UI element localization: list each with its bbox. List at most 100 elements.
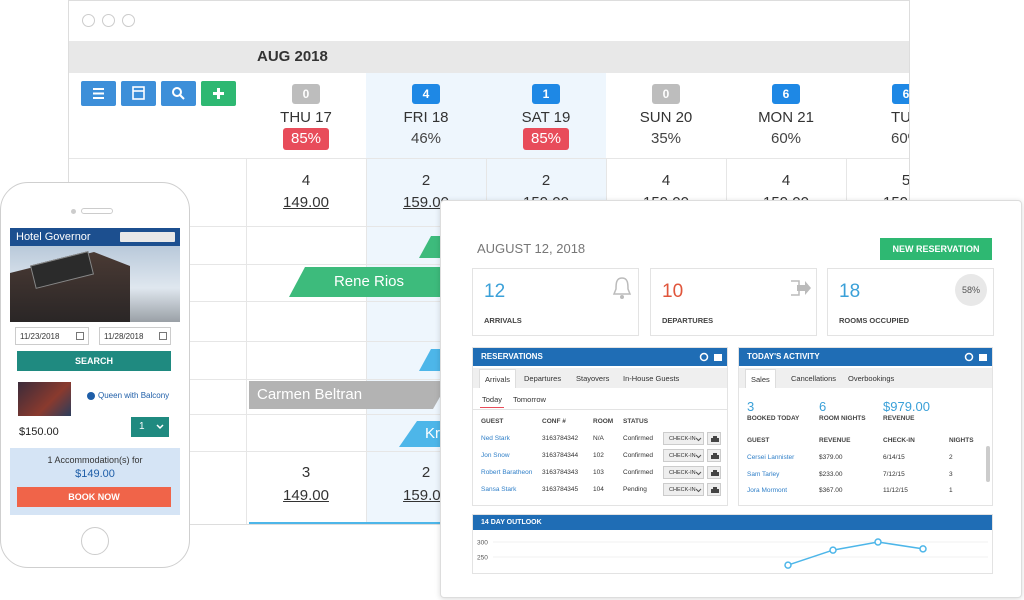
room-count-badge: 1 (532, 84, 560, 104)
column-header: GUEST (481, 418, 504, 425)
tab[interactable]: Departures (524, 374, 562, 383)
outlook-panel: 14 DAY OUTLOOK 250 300 (472, 514, 993, 574)
occupancy-badge: 85% (283, 128, 329, 150)
phone-home (81, 527, 109, 555)
toolbar-button[interactable] (81, 81, 116, 106)
book-button[interactable]: BOOK NOW (17, 487, 171, 507)
print-button[interactable] (707, 449, 721, 462)
guest-link[interactable]: Robert Baratheon (481, 469, 533, 476)
phone: Hotel Governor 11/23/2018 11/28/2018 SEARCH… (0, 182, 190, 568)
print-button[interactable] (707, 466, 721, 479)
rate[interactable]: 159.00 (403, 194, 449, 211)
tab[interactable]: Cancellations (791, 374, 837, 383)
column-header: ROOM (593, 418, 614, 425)
cell: 3163784343 (542, 469, 579, 476)
cell: $379.00 (819, 454, 843, 461)
room-count-badge: 0 (292, 84, 320, 104)
cell: 104 (593, 486, 604, 493)
add-icon (87, 392, 95, 400)
scroll-bar (249, 522, 449, 524)
grid-col-line (246, 158, 247, 524)
cell: 6/14/15 (883, 454, 905, 461)
room-count-badge: 0 (652, 84, 680, 104)
new-reservation-button[interactable]: NEW RESERVATION (880, 238, 992, 260)
stat-card: 10 DEPARTURES (650, 268, 817, 336)
room-price: $150.00 (19, 426, 59, 438)
room-link[interactable]: Queen with Balcony (98, 391, 170, 400)
outlook-point (919, 545, 927, 553)
stat-value: 12 (484, 281, 506, 302)
rate[interactable]: 159.00 (403, 487, 449, 504)
stat-value: 18 (839, 281, 861, 302)
window-dot (122, 14, 135, 27)
occupancy: 60% (890, 130, 909, 147)
guest-link[interactable]: Jon Snow (481, 452, 510, 459)
outlook-point (784, 561, 792, 569)
check-in-button[interactable]: CHECK-IN (663, 432, 704, 445)
rate[interactable]: 149.00 (283, 194, 329, 211)
tab[interactable]: Overbookings (848, 374, 895, 383)
stat-label: DEPARTURES (662, 316, 714, 325)
phone-screen: Hotel Governor 11/23/2018 11/28/2018 SEARCH… (10, 228, 180, 515)
check-in-button[interactable]: CHECK-IN (663, 449, 704, 462)
toolbar-button[interactable] (121, 81, 156, 106)
quantity-select[interactable]: 1 (131, 417, 169, 437)
column-header: GUEST (747, 437, 770, 444)
tab[interactable]: Stayovers (576, 374, 610, 383)
summary-label: REVENUE (883, 415, 915, 422)
panel: TODAY'S ACTIVITY Sales Cancellations Overbo… (738, 347, 993, 506)
booking-bar[interactable]: Carmen Beltran (249, 381, 449, 409)
guest-link[interactable]: Ned Stark (481, 435, 510, 442)
available-rooms: 2 (421, 464, 431, 481)
subtab[interactable]: Tomorrow (513, 395, 546, 404)
button-chevron (695, 454, 702, 459)
guest-link[interactable]: Sam Tarley (747, 470, 780, 478)
available-rooms: 4 (781, 172, 791, 189)
occupancy-badge: 85% (523, 128, 569, 150)
summary-value: 3 (747, 399, 755, 414)
tab[interactable]: Arrivals (479, 369, 517, 388)
cell: 2 (949, 454, 953, 461)
date-input[interactable]: 11/28/2018 (99, 327, 171, 345)
summary-value: 6 (819, 399, 827, 414)
tab[interactable]: Sales (745, 369, 776, 388)
check-in-button[interactable]: CHECK-IN (663, 466, 704, 479)
toolbar-button[interactable] (201, 81, 236, 106)
guest-link[interactable]: Sansa Stark (481, 486, 517, 493)
check-in-button[interactable]: CHECK-IN (663, 483, 704, 496)
cell: 103 (593, 469, 604, 476)
occupancy: 35% (650, 130, 682, 147)
rate[interactable]: 149.00 (283, 487, 329, 504)
guest-link[interactable]: Jora Mormont (747, 487, 788, 494)
panel-title: TODAY'S ACTIVITY (747, 352, 820, 361)
guest-link[interactable]: Cersei Lannister (747, 454, 795, 461)
panel-header (473, 515, 992, 530)
panel-icons (699, 352, 722, 362)
toolbar-button[interactable] (161, 81, 196, 106)
calendar-icon (159, 332, 167, 340)
print-button[interactable] (707, 432, 721, 445)
available-rooms: 2 (541, 172, 551, 189)
column-header: CHECK-IN (883, 437, 915, 444)
day-name: SUN 20 (639, 109, 693, 126)
toolbar-icon (172, 87, 185, 100)
room-photo (18, 382, 71, 416)
tab[interactable]: In-House Guests (623, 374, 680, 383)
available-rooms: 5 (901, 172, 910, 189)
date-input[interactable]: 11/23/2018 (15, 327, 89, 345)
cell: 102 (593, 452, 604, 459)
cell: $367.00 (819, 487, 843, 494)
dashboard-window: AUGUST 12, 2018 NEW RESERVATION 12 ARRIVALS… (440, 200, 1022, 598)
column-header: REVENUE (819, 437, 851, 444)
search-button[interactable]: SEARCH (17, 351, 171, 371)
summary-text: 1 Accommodation(s) for (47, 455, 143, 465)
cell: Confirmed (623, 452, 653, 459)
subtab[interactable]: Today (480, 392, 505, 408)
calendar-icon (76, 332, 84, 340)
booking-bar[interactable]: Rene Rios (289, 267, 449, 297)
stat-card: 18 ROOMS OCCUPIED 58% (827, 268, 994, 336)
print-button[interactable] (707, 483, 721, 496)
panel-header (473, 348, 727, 366)
day-name: TUE (891, 109, 910, 126)
